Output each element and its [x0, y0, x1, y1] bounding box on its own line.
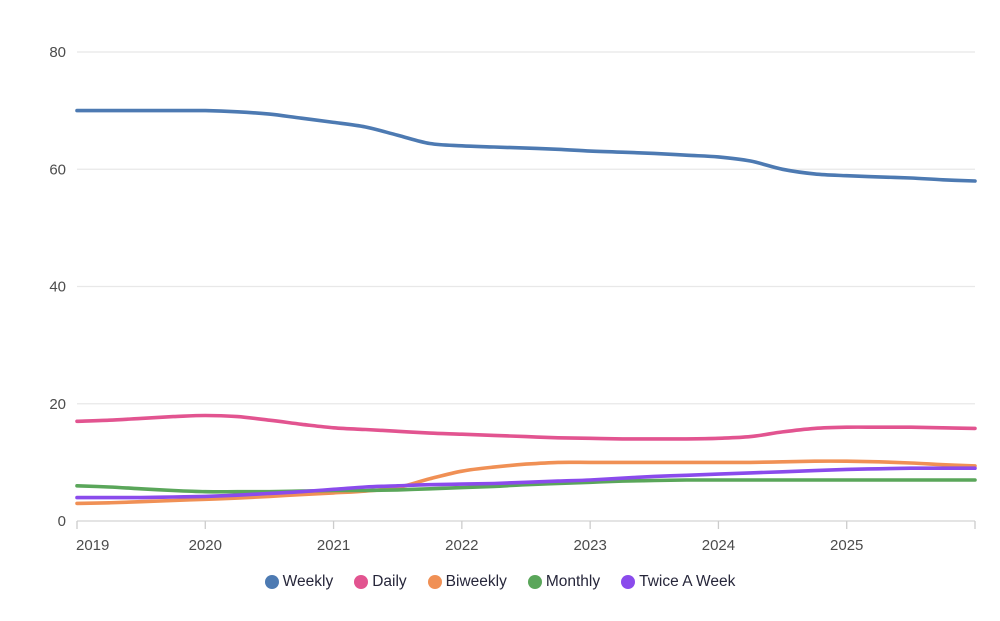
legend-dot-biweekly — [427, 575, 442, 589]
legend-label: Weekly — [282, 573, 334, 590]
legend-label: Daily — [372, 573, 407, 590]
x-tick-label-2019: 2019 — [76, 537, 109, 554]
x-tick-label-2020: 2020 — [189, 537, 222, 554]
x-tick-label-2025: 2025 — [830, 537, 863, 554]
legend-label: Twice A Week — [639, 573, 736, 590]
legend-item-monthly[interactable]: Monthly — [527, 573, 601, 591]
series-line-monthly[interactable] — [75, 478, 977, 494]
legend-item-daily[interactable]: Daily — [354, 573, 407, 591]
x-tick-label-2023: 2023 — [573, 537, 606, 554]
y-tick-label-80: 80 — [49, 44, 66, 61]
series-line-twice-a-week[interactable] — [75, 466, 977, 500]
y-tick-label-20: 20 — [49, 396, 66, 413]
x-tick-label-2024: 2024 — [702, 537, 735, 554]
legend-dot-weekly — [264, 575, 279, 589]
x-tick-label-2021: 2021 — [317, 537, 350, 554]
legend-item-biweekly[interactable]: Biweekly — [427, 573, 507, 591]
legend-label: Biweekly — [445, 573, 507, 590]
series-line-biweekly[interactable] — [75, 459, 977, 506]
legend-label: Monthly — [545, 573, 601, 590]
chart-legend: Weekly Daily Biweekly Monthly Twice A Week — [0, 573, 1000, 591]
x-tick-label-2022: 2022 — [445, 537, 478, 554]
y-tick-label-0: 0 — [58, 513, 66, 530]
legend-dot-twice-a-week — [621, 575, 636, 589]
series-line-weekly[interactable] — [75, 108, 977, 183]
y-tick-label-60: 60 — [49, 161, 66, 178]
series-line-daily[interactable] — [75, 413, 977, 441]
legend-dot-daily — [354, 575, 369, 589]
legend-item-weekly[interactable]: Weekly — [264, 573, 334, 591]
legend-item-twice-a-week[interactable]: Twice A Week — [621, 573, 735, 591]
legend-dot-monthly — [527, 575, 542, 589]
y-tick-label-40: 40 — [49, 279, 66, 296]
